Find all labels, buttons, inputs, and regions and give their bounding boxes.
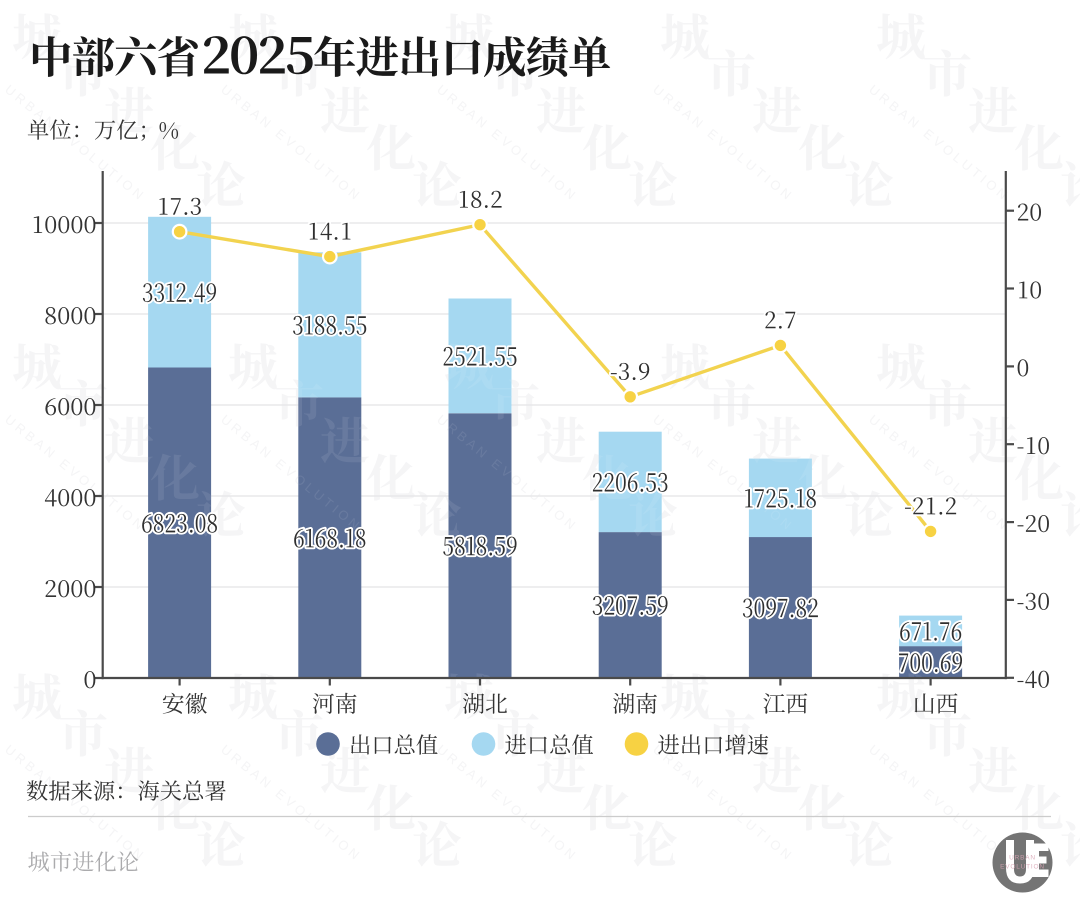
svg-text:EVOLUTION: EVOLUTION xyxy=(1000,864,1045,871)
svg-text:URBAN: URBAN xyxy=(1009,855,1036,862)
